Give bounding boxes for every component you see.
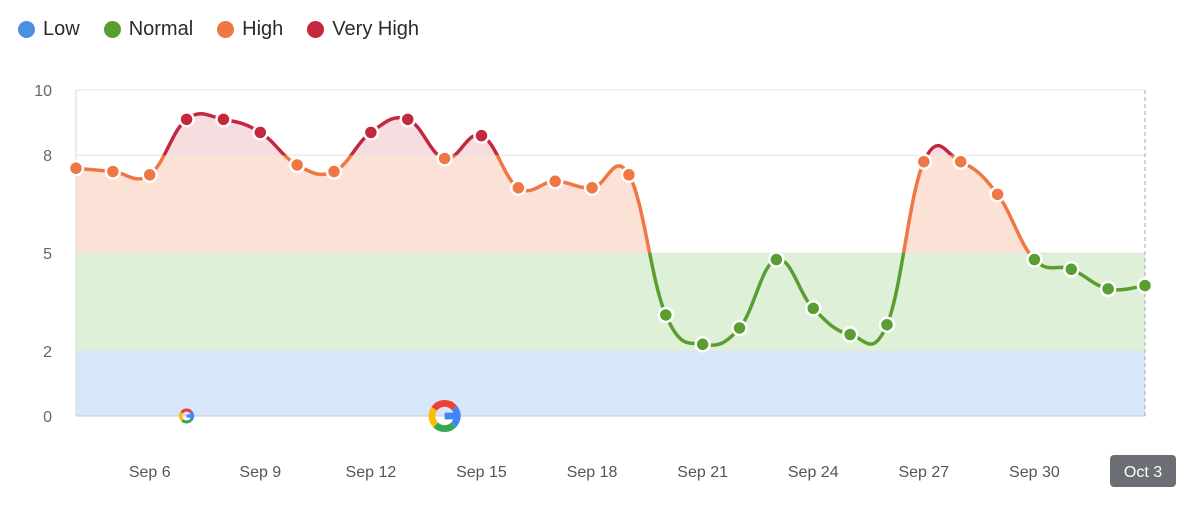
data-point[interactable] [1063, 261, 1080, 278]
data-point[interactable] [399, 111, 417, 128]
legend-label-normal: Normal [128, 18, 194, 40]
data-point[interactable] [620, 166, 638, 184]
legend-item-low[interactable]: Low [18, 18, 80, 41]
y-tick-label: 2 [43, 344, 52, 361]
y-tick-label: 5 [43, 246, 52, 263]
data-point[interactable] [989, 186, 1006, 203]
legend-dot-normal [103, 21, 121, 38]
chart-legend: Low Normal High Very High [18, 18, 419, 41]
band-normal [76, 253, 1145, 351]
google-update-icon[interactable] [428, 400, 461, 432]
data-point[interactable] [436, 150, 453, 167]
grid-lines [75, 89, 1146, 417]
x-tick-label: Sep 27 [898, 464, 949, 481]
x-tick-label: Sep 12 [346, 464, 397, 481]
data-point[interactable] [768, 251, 785, 268]
x-tick-label: Sep 15 [456, 464, 507, 481]
band-low [76, 350, 1145, 416]
x-tick-label-active: Oct 3 [1124, 464, 1162, 481]
data-point[interactable] [67, 159, 85, 177]
data-point[interactable] [657, 306, 675, 324]
data-point[interactable] [141, 166, 158, 184]
y-tick-label: 0 [43, 409, 52, 426]
x-tick-label: Sep 24 [788, 464, 839, 481]
legend-label-low: Low [43, 18, 80, 40]
x-tick-label: Sep 30 [1009, 464, 1060, 481]
data-point[interactable] [510, 179, 527, 197]
x-tick-label: Sep 18 [567, 464, 618, 481]
google-arc [431, 400, 457, 411]
active-date-badge [1110, 455, 1176, 487]
google-arc [428, 406, 439, 428]
legend-label-very-high: Very High [332, 18, 420, 40]
data-point[interactable] [178, 111, 195, 128]
google-update-icon[interactable] [179, 408, 195, 424]
google-arc [181, 418, 192, 424]
x-tick-label: Sep 6 [129, 464, 171, 481]
data-point[interactable] [473, 127, 490, 144]
x-tick-label: Sep 21 [677, 464, 728, 481]
data-point[interactable] [362, 124, 380, 141]
data-point[interactable] [841, 326, 859, 343]
data-point[interactable] [804, 300, 822, 317]
area-high [76, 155, 1030, 253]
legend-item-very-high[interactable]: Very High [307, 18, 419, 41]
google-arc [179, 411, 184, 422]
legend-label-high: High [242, 18, 284, 40]
data-point[interactable] [731, 319, 748, 337]
google-bar [186, 414, 195, 418]
google-arc [180, 408, 193, 414]
data-point[interactable] [288, 156, 306, 174]
google-bar [444, 412, 461, 420]
data-point[interactable] [1136, 277, 1154, 294]
data-point[interactable] [1026, 251, 1043, 268]
data-point[interactable] [1099, 280, 1117, 298]
data-point[interactable] [325, 163, 343, 180]
data-point[interactable] [252, 124, 269, 141]
x-tick-label: Sep 9 [239, 464, 281, 481]
google-arc [433, 422, 456, 432]
data-point[interactable] [915, 153, 933, 170]
data-point[interactable] [583, 179, 601, 197]
legend-item-normal[interactable]: Normal [103, 18, 194, 41]
legend-item-high[interactable]: High [217, 18, 283, 41]
data-point[interactable] [104, 163, 122, 180]
data-point[interactable] [546, 173, 564, 190]
data-point[interactable] [694, 336, 711, 353]
data-point[interactable] [878, 316, 896, 333]
legend-dot-low [18, 21, 35, 38]
legend-dot-high [217, 21, 235, 38]
data-point[interactable] [952, 153, 969, 170]
data-point[interactable] [215, 111, 232, 128]
y-tick-label: 8 [43, 148, 52, 165]
y-tick-label: 10 [34, 83, 52, 100]
legend-dot-very-high [307, 21, 325, 38]
